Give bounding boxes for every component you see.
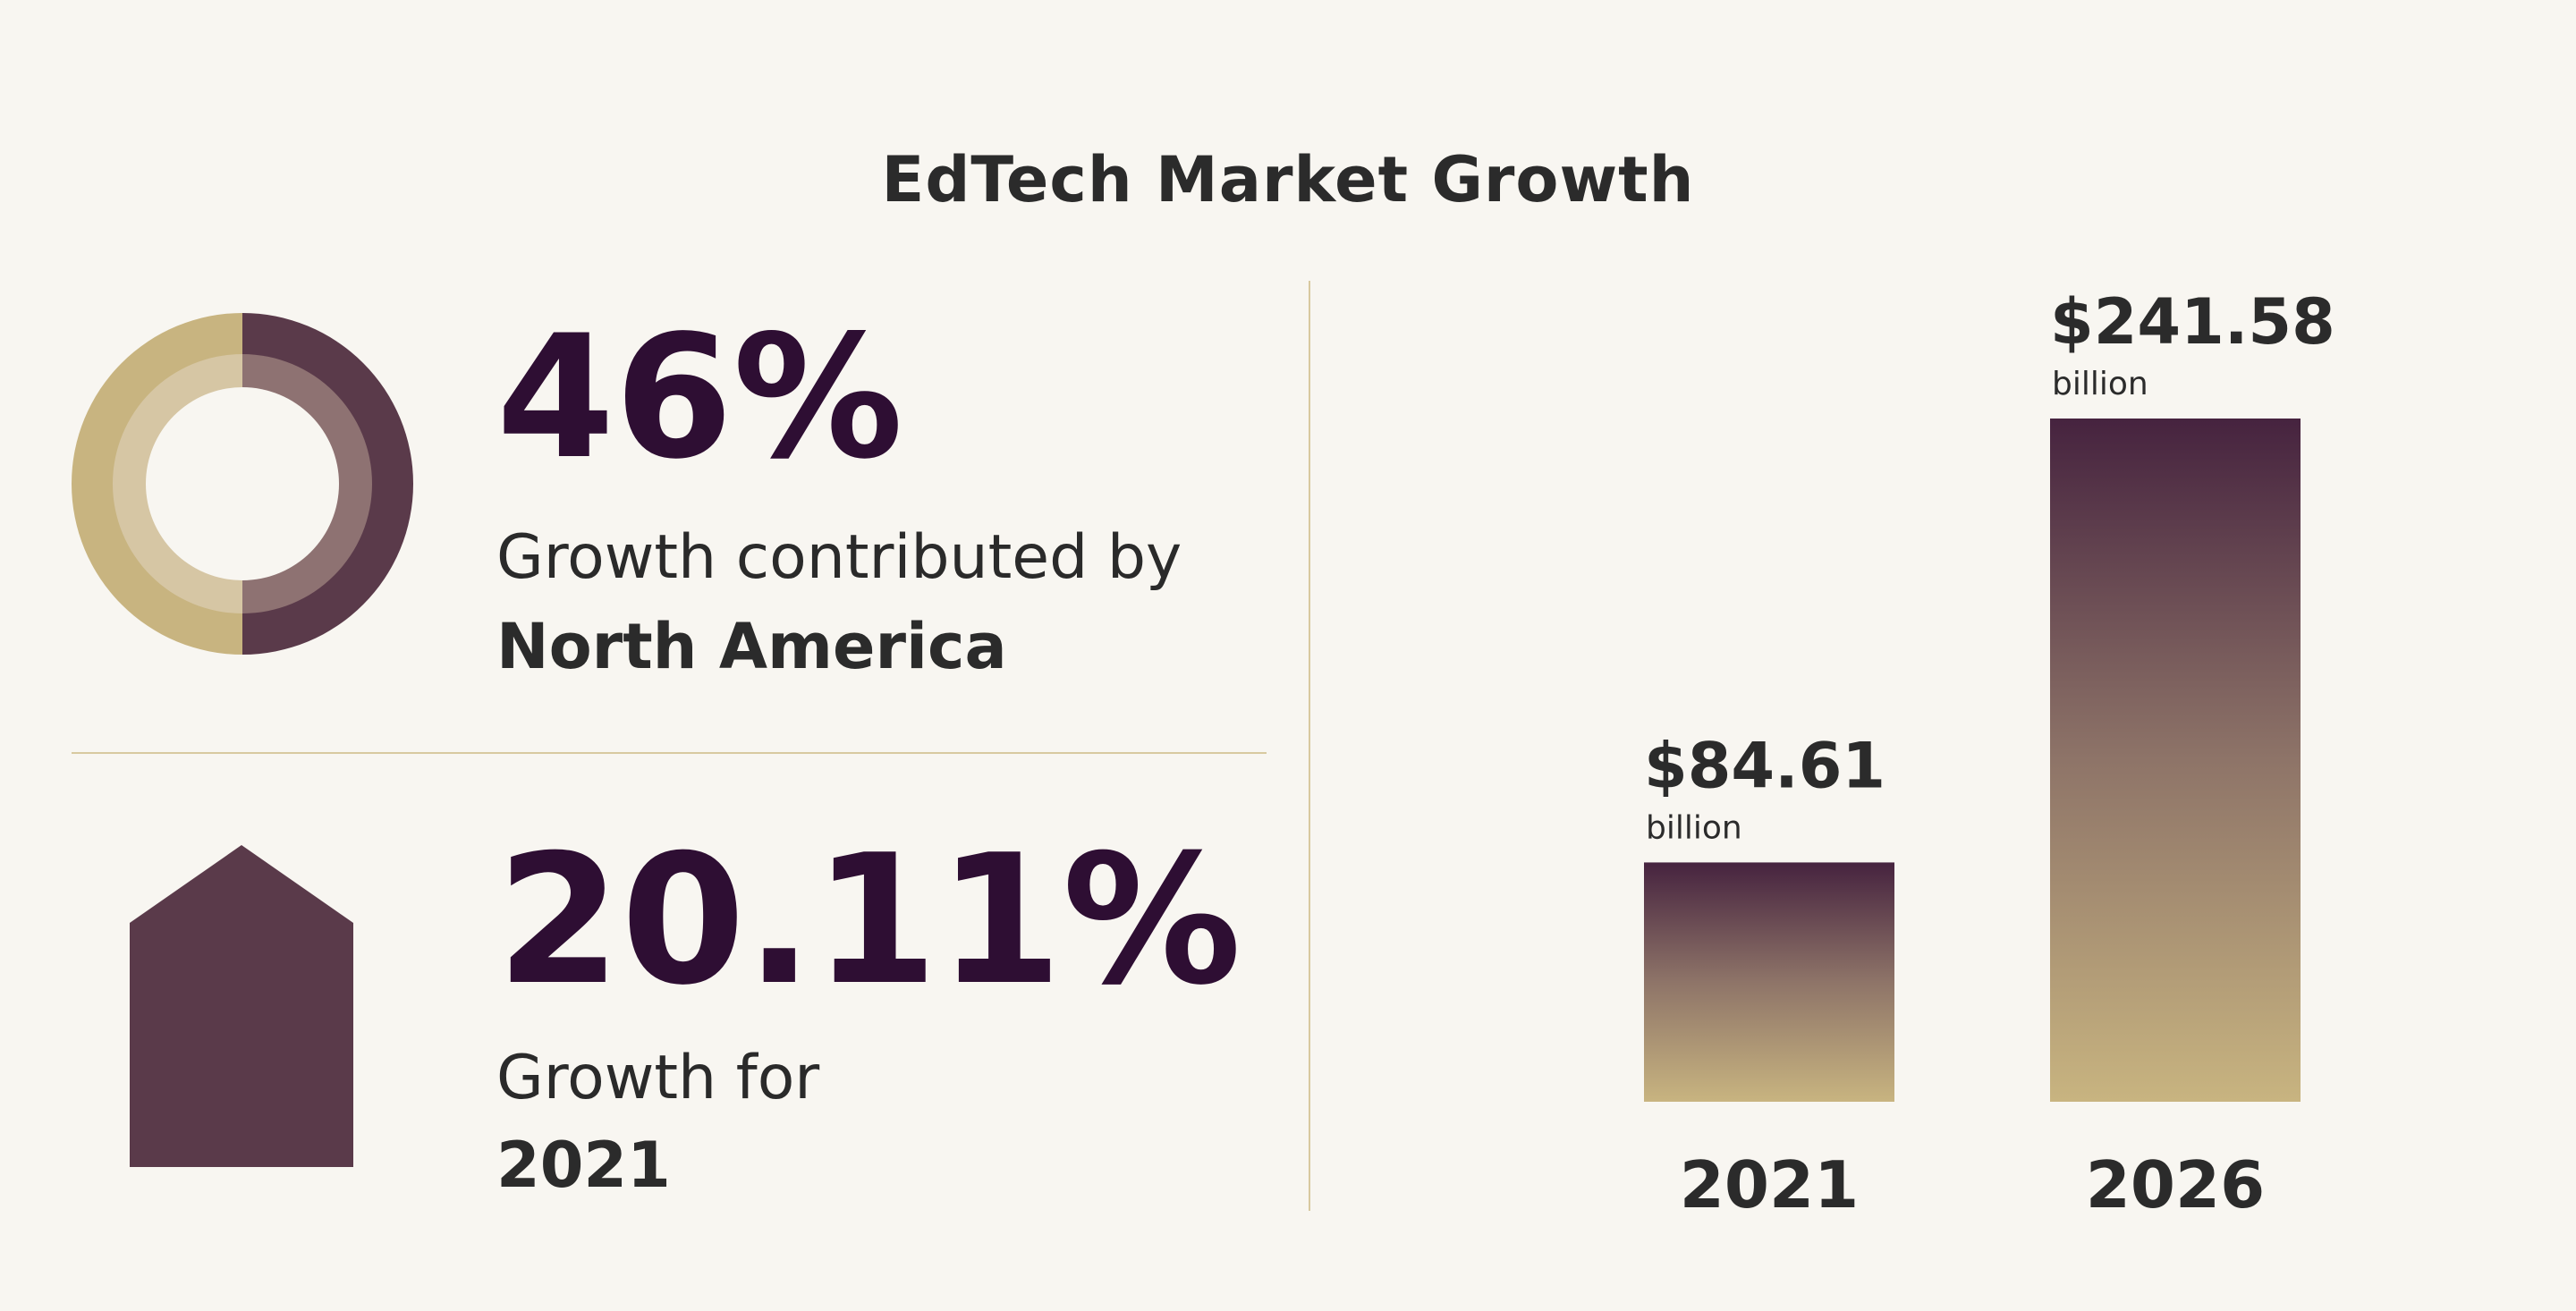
vertical-divider [1309, 281, 1310, 1211]
annual-growth-year: 2021 [496, 1129, 671, 1202]
region-growth-label: Growth contributed by [496, 522, 1182, 593]
x-tick-label-2021: 2021 [1680, 1147, 1859, 1222]
annual-growth-label: Growth for [496, 1043, 820, 1113]
house-icon [130, 845, 353, 1167]
region-name: North America [496, 610, 1007, 683]
donut-chart-icon [72, 313, 413, 655]
donut-hole [146, 387, 339, 580]
region-growth-value: 46% [496, 299, 903, 496]
horizontal-divider [72, 752, 1267, 754]
annual-growth-value: 20.11% [496, 816, 1242, 1025]
bar-unit-label-2021: billion [1646, 809, 1742, 846]
bar-2026 [2050, 419, 2301, 1102]
x-tick-label-2026: 2026 [2086, 1147, 2265, 1222]
bar-value-label-2026: $241.58 [2050, 285, 2335, 359]
bar-unit-label-2026: billion [2052, 366, 2148, 402]
bar-2021 [1644, 862, 1894, 1102]
market-size-bar-chart: $84.61 billion 2021 $241.58 billion 2026 [1644, 285, 2335, 1222]
page-title: EdTech Market Growth [881, 143, 1695, 216]
bar-value-label-2021: $84.61 [1644, 729, 1885, 802]
